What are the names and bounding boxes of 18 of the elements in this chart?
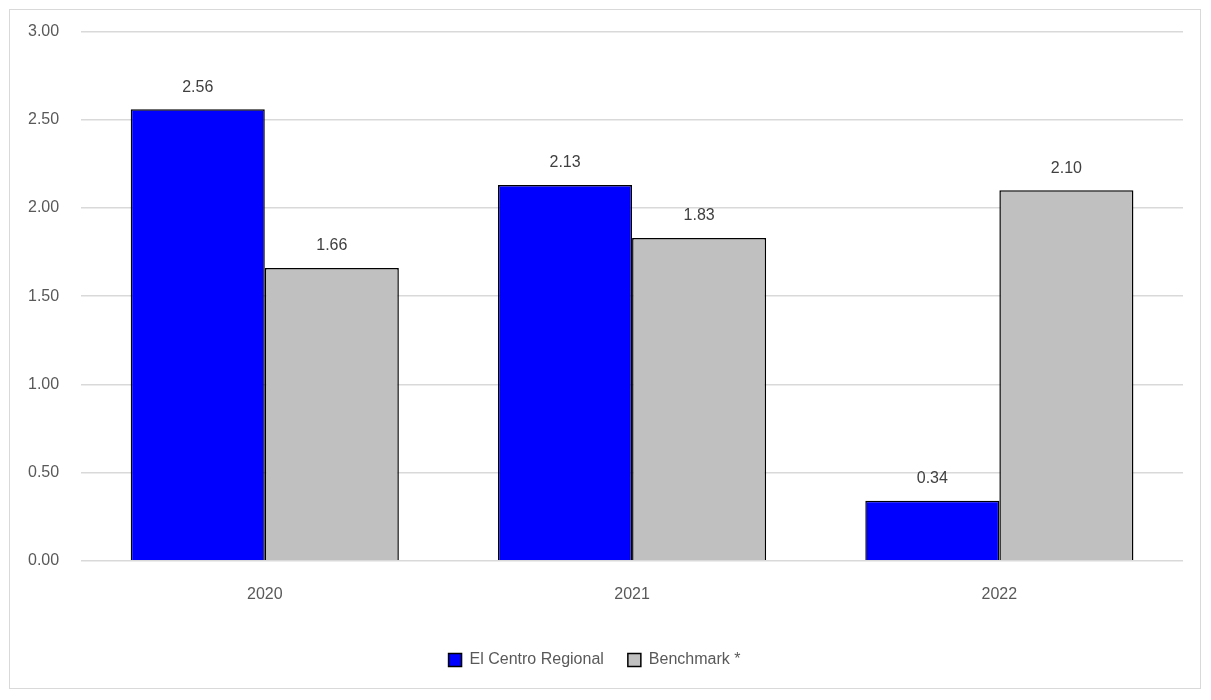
data-label: 2.13 — [549, 153, 581, 171]
data-label: 1.83 — [683, 206, 715, 224]
y-tick-label: 1.00 — [28, 374, 60, 392]
y-tick-label: 3.00 — [28, 22, 60, 40]
data-label: 2.56 — [182, 77, 214, 95]
x-tick-label: 2022 — [981, 584, 1018, 602]
y-tick-label: 2.00 — [28, 198, 60, 216]
x-tick-label: 2020 — [246, 584, 283, 602]
data-label: 1.66 — [316, 236, 348, 254]
data-label: 2.10 — [1050, 158, 1083, 176]
legend-label: Benchmark * — [648, 650, 741, 668]
y-tick-label: 0.50 — [28, 463, 60, 481]
x-tick-label: 2021 — [614, 584, 650, 602]
legend-label: El Centro Regional — [469, 650, 604, 668]
y-tick-label: 0.00 — [28, 551, 60, 569]
y-tick-label: 2.50 — [28, 110, 60, 128]
data-label: 0.34 — [916, 469, 948, 487]
y-tick-label: 1.50 — [28, 286, 60, 304]
